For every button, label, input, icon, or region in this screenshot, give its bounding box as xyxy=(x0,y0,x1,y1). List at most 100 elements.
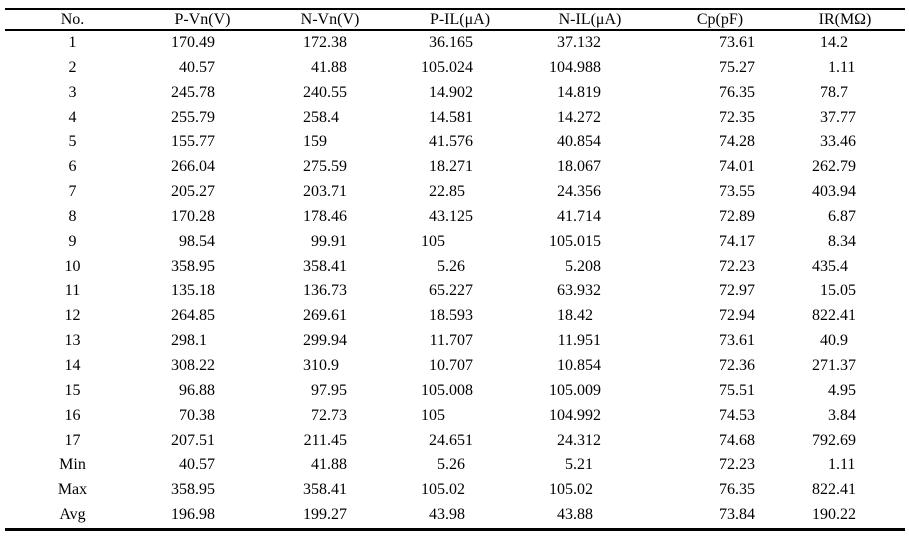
row-label: 10 xyxy=(64,257,81,275)
table-row: 16 70.38 72.73 105 104.992 74.53 3.84 xyxy=(5,404,905,429)
value-int-part: 105 xyxy=(421,232,445,250)
value-int-part: 104 xyxy=(549,406,573,424)
value-int-part: 4 xyxy=(828,381,836,399)
value-int-part: 3 xyxy=(828,406,836,424)
value-int-part: 24 xyxy=(557,183,573,201)
value-int-part: 40 xyxy=(179,58,195,76)
cell-p-vn-v: 196.98 xyxy=(140,503,265,528)
cell-ir-m: 822.41 xyxy=(785,478,905,503)
value-int-part: 41 xyxy=(429,133,445,151)
cell-p-vn-v: 255.79 xyxy=(140,106,265,131)
cell-n-il-a: 105.009 xyxy=(525,379,655,404)
cell-n-vn-v: 41.88 xyxy=(265,453,395,478)
value-int-part: 172 xyxy=(303,34,327,51)
row-label: 14 xyxy=(64,356,81,374)
column-header-ir-m: IR(MΩ) xyxy=(818,11,872,28)
cell-n-il-a: 18.067 xyxy=(525,155,655,180)
value-frac-part: .26 xyxy=(445,456,465,474)
cell-ir-m: 403.94 xyxy=(785,180,905,205)
table-row: 10 358.95 358.41 5.26 5.208 72.23 435.4 xyxy=(5,255,905,280)
value-frac-part: .356 xyxy=(573,183,601,201)
value-frac-part: .61 xyxy=(735,34,755,51)
cell-cp-pf: 72.97 xyxy=(655,279,785,304)
cell-p-il-a: 43.98 xyxy=(395,503,525,528)
value-int-part: 18 xyxy=(557,307,573,325)
cell-n-il-a: 14.819 xyxy=(525,81,655,106)
value-int-part: 105 xyxy=(549,381,573,399)
value-frac-part: .94 xyxy=(327,332,347,350)
value-frac-part: .26 xyxy=(445,257,465,275)
value-int-part: 18 xyxy=(429,307,445,325)
value-frac-part: .91 xyxy=(327,232,347,250)
value-frac-part: .38 xyxy=(327,34,347,51)
cell-ir-m: 262.79 xyxy=(785,155,905,180)
value-int-part: 72 xyxy=(719,307,735,325)
cell-n-il-a: 104.988 xyxy=(525,56,655,81)
value-int-part: 73 xyxy=(719,183,735,201)
value-int-part: 170 xyxy=(171,207,195,225)
value-frac-part: .067 xyxy=(573,158,601,176)
value-int-part: 74 xyxy=(719,158,735,176)
cell-cp-pf: 73.61 xyxy=(655,31,785,56)
value-frac-part: .35 xyxy=(735,108,755,126)
value-int-part: 269 xyxy=(303,307,327,325)
table-header-row: No. P-Vn(V) N-Vn(V) P-IL(μA) N-IL(μA) Cp(pF) I… xyxy=(5,10,905,29)
value-int-part: 41 xyxy=(557,207,573,225)
row-label: 11 xyxy=(64,282,81,300)
table-row: 2 40.57 41.88 105.024 104.988 75.27 1.11 xyxy=(5,56,905,81)
value-int-part: 105 xyxy=(421,381,445,399)
cell-n-vn-v: 99.91 xyxy=(265,230,395,255)
cell-p-vn-v: 40.57 xyxy=(140,56,265,81)
cell-ir-m: 40.9 xyxy=(785,329,905,354)
value-int-part: 14 xyxy=(429,83,445,101)
cell-p-il-a: 11.707 xyxy=(395,329,525,354)
value-frac-part: .988 xyxy=(573,58,601,76)
value-int-part: 18 xyxy=(557,158,573,176)
value-int-part: 5 xyxy=(565,456,573,474)
value-int-part: 72 xyxy=(311,406,327,424)
cell-cp-pf: 72.23 xyxy=(655,255,785,280)
cell-ir-m: 78.7 xyxy=(785,81,905,106)
value-frac-part: .57 xyxy=(195,456,215,474)
cell-n-il-a: 18.42 xyxy=(525,304,655,329)
table-row: 15 96.88 97.95 105.008 105.009 75.51 4.95 xyxy=(5,379,905,404)
cell-n-vn-v: 211.45 xyxy=(265,429,395,454)
value-frac-part: .165 xyxy=(445,34,473,51)
value-frac-part: .04 xyxy=(195,158,215,176)
cell-n-il-a: 43.88 xyxy=(525,503,655,528)
cell-ir-m: 4.95 xyxy=(785,379,905,404)
value-int-part: 792 xyxy=(812,431,836,449)
table-row: 12 264.85 269.61 18.593 18.42 72.94 822.41 xyxy=(5,304,905,329)
value-frac-part: .88 xyxy=(573,506,593,524)
cell-n-il-a: 14.272 xyxy=(525,106,655,131)
cell-p-vn-v: 358.95 xyxy=(140,255,265,280)
value-frac-part: .94 xyxy=(735,307,755,325)
cell-cp-pf: 75.51 xyxy=(655,379,785,404)
column-header-cp-pf: Cp(pF) xyxy=(696,11,744,28)
value-int-part: 266 xyxy=(171,158,195,176)
value-frac-part: .28 xyxy=(195,207,215,225)
value-int-part: 24 xyxy=(557,431,573,449)
table-row: 8 170.28 178.46 43.125 41.714 72.89 6.87 xyxy=(5,205,905,230)
value-int-part: 72 xyxy=(719,108,735,126)
value-frac-part: .34 xyxy=(836,232,856,250)
value-int-part: 73 xyxy=(719,34,735,51)
value-int-part: 36 xyxy=(429,34,445,51)
value-frac-part: .95 xyxy=(195,481,215,499)
table-row: 1 170.49 172.38 36.165 37.132 73.61 14.2 xyxy=(5,31,905,56)
value-int-part: 37 xyxy=(820,108,836,126)
value-frac-part: .73 xyxy=(327,406,347,424)
value-int-part: 74 xyxy=(719,133,735,151)
cell-n-vn-v: 178.46 xyxy=(265,205,395,230)
value-int-part: 72 xyxy=(719,282,735,300)
cell-n-vn-v: 136.73 xyxy=(265,279,395,304)
cell-cp-pf: 72.94 xyxy=(655,304,785,329)
value-frac-part: .21 xyxy=(573,456,593,474)
cell-cp-pf: 74.01 xyxy=(655,155,785,180)
value-int-part: 435 xyxy=(812,257,836,275)
cell-n-il-a: 24.356 xyxy=(525,180,655,205)
cell-n-il-a: 41.714 xyxy=(525,205,655,230)
table-row: 11 135.18 136.73 65.227 63.932 72.97 15.05 xyxy=(5,279,905,304)
cell-p-il-a: 36.165 xyxy=(395,31,525,56)
cell-p-il-a: 5.26 xyxy=(395,453,525,478)
